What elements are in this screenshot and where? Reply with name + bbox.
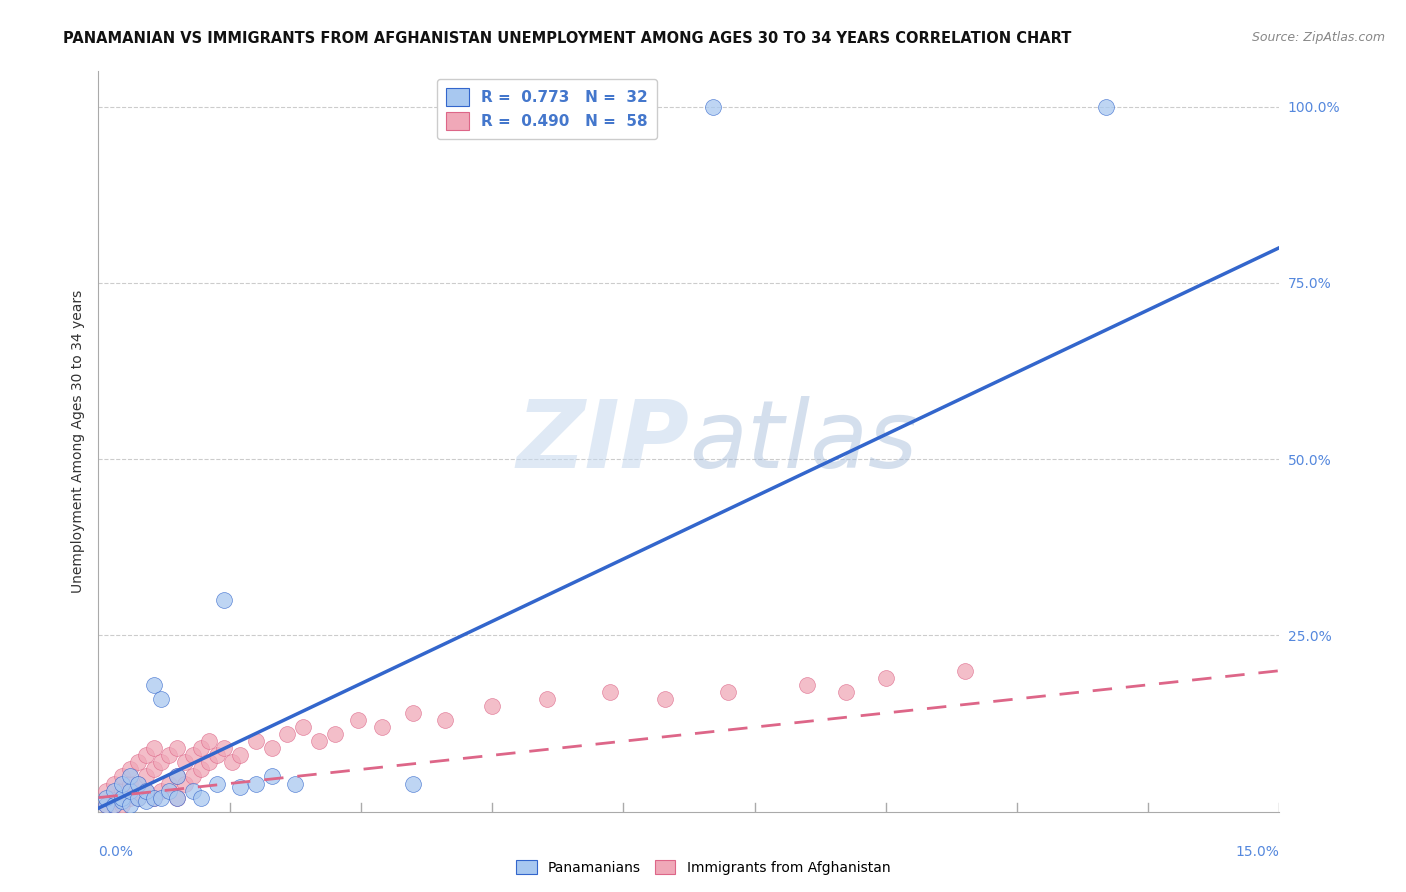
Point — [127, 756, 149, 770]
Text: 0.0%: 0.0% — [98, 845, 134, 859]
Point — [96, 797, 118, 812]
Text: atlas: atlas — [689, 396, 917, 487]
Point — [190, 790, 212, 805]
Point — [214, 593, 236, 607]
Point — [214, 741, 236, 756]
Point — [245, 776, 267, 790]
Point — [166, 769, 188, 783]
Point — [190, 741, 212, 756]
Point — [260, 769, 283, 783]
Point — [371, 720, 394, 734]
Point — [103, 797, 125, 812]
Text: Source: ZipAtlas.com: Source: ZipAtlas.com — [1251, 31, 1385, 45]
Point — [292, 720, 315, 734]
Point — [111, 769, 134, 783]
Text: 15.0%: 15.0% — [1236, 845, 1279, 859]
Point — [190, 763, 212, 777]
Point — [174, 756, 197, 770]
Point — [308, 734, 330, 748]
Point — [118, 763, 141, 777]
Point — [96, 790, 118, 805]
Point — [135, 748, 157, 763]
Point — [875, 671, 897, 685]
Point — [127, 790, 149, 805]
Point — [276, 727, 298, 741]
Point — [103, 790, 125, 805]
Legend: R =  0.773   N =  32, R =  0.490   N =  58: R = 0.773 N = 32, R = 0.490 N = 58 — [437, 79, 657, 139]
Legend: Panamanians, Immigrants from Afghanistan: Panamanians, Immigrants from Afghanistan — [510, 855, 896, 880]
Point — [835, 685, 858, 699]
Point — [536, 692, 558, 706]
Point — [118, 769, 141, 783]
Point — [127, 790, 149, 805]
Point — [103, 783, 125, 797]
Point — [118, 783, 141, 797]
Point — [229, 780, 252, 794]
Point — [150, 692, 173, 706]
Point — [127, 776, 149, 790]
Point — [111, 797, 134, 812]
Point — [111, 794, 134, 808]
Point — [1095, 100, 1118, 114]
Point — [127, 776, 149, 790]
Point — [118, 776, 141, 790]
Point — [135, 794, 157, 808]
Point — [157, 783, 180, 797]
Point — [181, 748, 204, 763]
Y-axis label: Unemployment Among Ages 30 to 34 years: Unemployment Among Ages 30 to 34 years — [70, 290, 84, 593]
Point — [181, 769, 204, 783]
Point — [157, 748, 180, 763]
Point — [135, 783, 157, 797]
Point — [96, 783, 118, 797]
Point — [245, 734, 267, 748]
Point — [702, 100, 724, 114]
Point — [323, 727, 346, 741]
Point — [229, 748, 252, 763]
Point — [654, 692, 676, 706]
Text: PANAMANIAN VS IMMIGRANTS FROM AFGHANISTAN UNEMPLOYMENT AMONG AGES 30 TO 34 YEARS: PANAMANIAN VS IMMIGRANTS FROM AFGHANISTA… — [63, 31, 1071, 46]
Point — [481, 698, 503, 713]
Point — [150, 783, 173, 797]
Point — [197, 734, 219, 748]
Point — [166, 790, 188, 805]
Point — [221, 756, 243, 770]
Text: ZIP: ZIP — [516, 395, 689, 488]
Point — [284, 776, 307, 790]
Point — [166, 769, 188, 783]
Point — [142, 741, 165, 756]
Point — [111, 783, 134, 797]
Point — [142, 790, 165, 805]
Point — [142, 790, 165, 805]
Point — [142, 763, 165, 777]
Point — [205, 748, 228, 763]
Point — [135, 783, 157, 797]
Point — [135, 769, 157, 783]
Point — [96, 797, 118, 812]
Point — [260, 741, 283, 756]
Point — [205, 776, 228, 790]
Point — [796, 678, 818, 692]
Point — [197, 756, 219, 770]
Point — [103, 776, 125, 790]
Point — [717, 685, 740, 699]
Point — [142, 678, 165, 692]
Point — [953, 664, 976, 678]
Point — [150, 756, 173, 770]
Point — [150, 790, 173, 805]
Point — [166, 741, 188, 756]
Point — [166, 790, 188, 805]
Point — [157, 776, 180, 790]
Point — [111, 776, 134, 790]
Point — [402, 706, 425, 720]
Point — [111, 790, 134, 805]
Point — [347, 713, 370, 727]
Point — [599, 685, 621, 699]
Point — [118, 797, 141, 812]
Point — [103, 797, 125, 812]
Point — [402, 776, 425, 790]
Point — [118, 790, 141, 805]
Point — [433, 713, 456, 727]
Point — [174, 776, 197, 790]
Point — [181, 783, 204, 797]
